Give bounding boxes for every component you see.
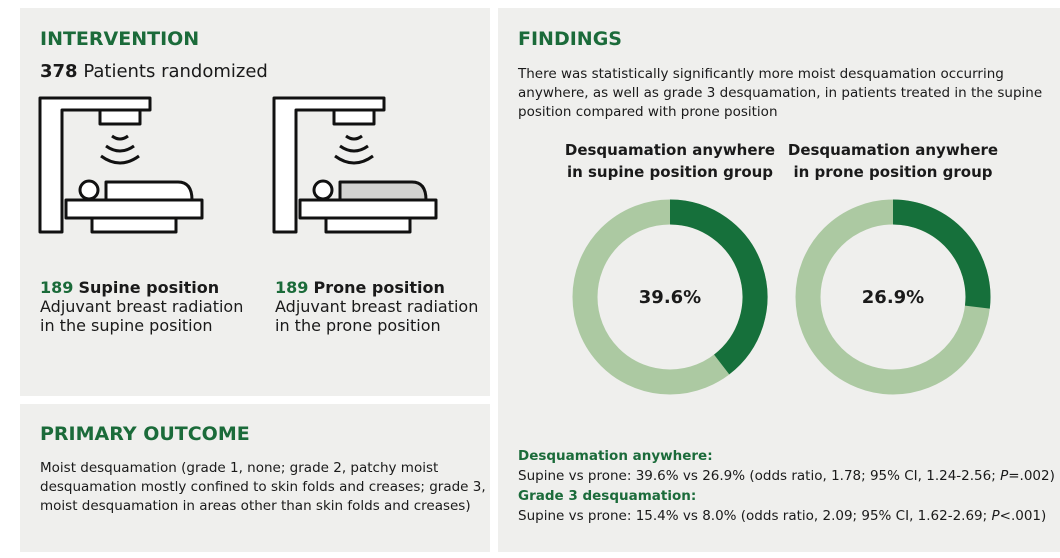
donut-label: 26.9% bbox=[862, 287, 924, 308]
donut-segment bbox=[669, 199, 768, 375]
result-heading: Grade 3 desquamation: bbox=[518, 488, 696, 504]
arm-description: in the prone position bbox=[275, 316, 441, 335]
prone-icon bbox=[272, 96, 438, 234]
text-span: Prone position bbox=[314, 278, 445, 297]
text-span: P bbox=[992, 508, 1001, 524]
text-span: 189 bbox=[275, 278, 308, 297]
donut-segment bbox=[892, 199, 991, 309]
text-span: Supine vs prone: 39.6% vs 26.9% (odds ra… bbox=[518, 468, 1000, 484]
result-text: Supine vs prone: 15.4% vs 8.0% (odds rat… bbox=[518, 508, 1046, 524]
arm-heading: 189 Prone position bbox=[275, 278, 445, 297]
outcome-title: PRIMARY OUTCOME bbox=[40, 423, 250, 445]
text-span: <.001) bbox=[1000, 508, 1047, 524]
result-heading: Desquamation anywhere: bbox=[518, 448, 713, 464]
supine-icon bbox=[38, 96, 204, 234]
arm-description: Adjuvant breast radiation bbox=[275, 297, 478, 316]
findings-title: FINDINGS bbox=[518, 28, 622, 50]
result-text: Supine vs prone: 39.6% vs 26.9% (odds ra… bbox=[518, 468, 1055, 484]
arm-heading: 189 Supine position bbox=[40, 278, 219, 297]
findings-text: anywhere, as well as grade 3 desquamatio… bbox=[518, 85, 1042, 101]
findings-text: position compared with prone position bbox=[518, 104, 778, 120]
text-span: Supine position bbox=[79, 278, 220, 297]
arm-description: Adjuvant breast radiation bbox=[40, 297, 243, 316]
intervention-title: INTERVENTION bbox=[40, 28, 199, 50]
text-span: P bbox=[1000, 468, 1009, 484]
donut-title: Desquamation anywhere bbox=[788, 141, 998, 159]
donut-title: in prone position group bbox=[793, 163, 992, 181]
outcome-text: moist desquamation in areas other than s… bbox=[40, 498, 471, 514]
outcome-panel bbox=[20, 404, 490, 552]
text-span: =.002) bbox=[1008, 468, 1055, 484]
outcome-text: Moist desquamation (grade 1, none; grade… bbox=[40, 460, 438, 476]
text-span: 189 bbox=[40, 278, 73, 297]
outcome-text: desquamation mostly confined to skin fol… bbox=[40, 479, 486, 495]
donut-title: Desquamation anywhere bbox=[565, 141, 775, 159]
text-span: Supine vs prone: 15.4% vs 8.0% (odds rat… bbox=[518, 508, 992, 524]
findings-text: There was statistically significantly mo… bbox=[517, 66, 1004, 82]
randomized: 378 Patients randomized bbox=[40, 61, 268, 82]
donut-label: 39.6% bbox=[639, 287, 701, 308]
machine-icons bbox=[38, 96, 438, 234]
donut-title: in supine position group bbox=[567, 163, 773, 181]
arm-description: in the supine position bbox=[40, 316, 213, 335]
